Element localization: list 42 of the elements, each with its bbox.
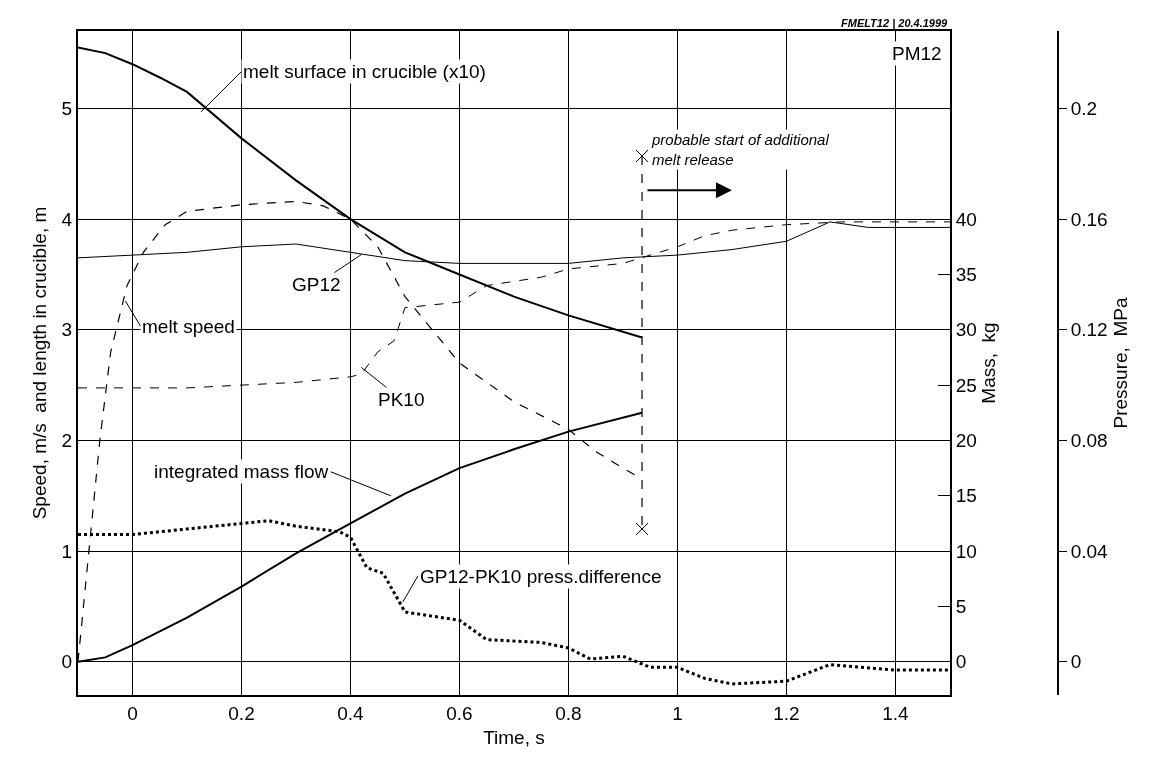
y2-tick-label: 15 [955, 485, 977, 507]
y-tick-label: 1 [61, 540, 73, 562]
y2-tick-label: 25 [955, 374, 977, 396]
y2-tick-label: 40 [955, 208, 977, 230]
x-tick-label: 0 [127, 702, 138, 724]
y2-axis-title: Mass, kg [978, 322, 1000, 404]
x-axis-title: Time, s [483, 727, 545, 749]
y2-tick-label: 30 [955, 319, 977, 341]
annotation: GP12 [292, 274, 341, 295]
x-tick-label: 1.4 [882, 702, 910, 724]
text: FMELT12 | 20.4.1999 [841, 17, 949, 29]
y-axis-title: Speed, m/s and length in crucible, m [28, 206, 50, 520]
x-tick-label: 1 [672, 702, 683, 724]
annotation: melt surface in crucible (x10) [243, 61, 486, 82]
y3-tick-label: 0.08 [1070, 430, 1108, 452]
x-tick-label: 0.4 [337, 702, 365, 724]
y-tick-label: 2 [61, 430, 73, 452]
y-tick-label: 4 [61, 208, 73, 230]
x-tick-label: 0.6 [446, 702, 473, 724]
y-tick-label: 0 [61, 651, 73, 673]
y2-tick-label: 5 [955, 596, 967, 618]
y2-tick-label: 0 [955, 651, 967, 673]
y3-tick-label: 0.2 [1070, 98, 1098, 120]
annotation: GP12-PK10 press.difference [420, 566, 662, 587]
y3-tick-label: 0.12 [1070, 319, 1108, 341]
y3-tick-label: 0 [1070, 651, 1082, 673]
annotation: PK10 [378, 389, 425, 410]
annotation: probable start of additional melt release [651, 131, 830, 168]
y3-axis-title: Pressure, MPa [1110, 297, 1132, 429]
x-tick-label: 0.8 [555, 702, 582, 724]
x-tick-label: 1.2 [773, 702, 800, 724]
y3-tick-label: 0.04 [1070, 540, 1109, 562]
x-tick-label: 0.2 [228, 702, 255, 724]
y3-tick-label: 0.16 [1070, 208, 1108, 230]
y2-tick-label: 20 [955, 430, 977, 452]
annotation: integrated mass flow [154, 461, 329, 482]
y2-tick-label: 35 [955, 264, 977, 286]
y-tick-label: 3 [61, 319, 73, 341]
y-tick-label: 5 [61, 98, 73, 120]
annotation: melt speed [142, 316, 235, 337]
annotation: PM12 [892, 43, 942, 64]
y2-tick-label: 10 [955, 540, 977, 562]
